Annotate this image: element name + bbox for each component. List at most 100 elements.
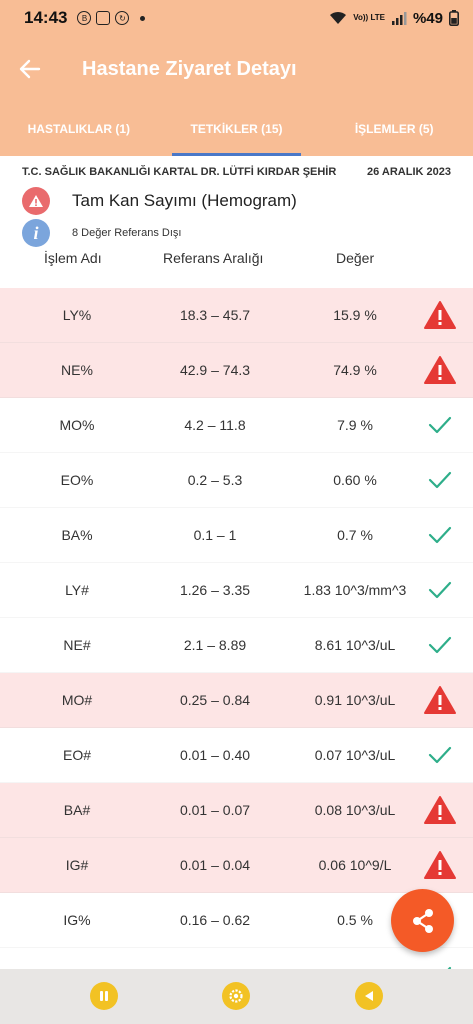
system-status: Vo)) LTE %49: [329, 10, 459, 27]
row-value: 7.9 %: [337, 417, 373, 433]
row-name: NE#: [63, 637, 91, 653]
row-value: 8.61 10^3/uL: [314, 637, 396, 653]
row-value: 74.9 %: [333, 362, 377, 378]
out-of-range-row: i 8 Değer Referans Dışı: [22, 219, 181, 247]
check-icon: [415, 508, 465, 562]
check-icon: [415, 728, 465, 782]
warning-triangle-icon: [415, 343, 465, 397]
row-name: BA%: [61, 527, 93, 543]
arrow-left-icon: [19, 59, 41, 79]
warning-circle-icon: [22, 187, 50, 215]
test-title-row: Tam Kan Sayımı (Hemogram): [22, 187, 297, 215]
table-row[interactable]: LY% 18.3 – 45.7 15.9 %: [0, 288, 473, 343]
row-name: IG%: [63, 912, 91, 928]
tab-bar: HASTALIKLAR (1) TETKİKLER (15) İŞLEMLER …: [0, 102, 473, 156]
row-reference: 18.3 – 45.7: [179, 307, 251, 323]
tab-islemler[interactable]: İŞLEMLER (5): [354, 122, 434, 136]
row-value: 0.5 %: [337, 912, 373, 928]
wifi-icon: [330, 11, 347, 24]
table-header: İşlem Adı Referans Aralığı Değer: [0, 250, 473, 270]
row-value: 1.83 10^3/mm^3: [303, 582, 407, 598]
pause-icon: [100, 991, 108, 1001]
check-icon: [415, 398, 465, 452]
table-row[interactable]: EO# 0.01 – 0.40 0.07 10^3/uL: [0, 728, 473, 783]
row-name: EO#: [62, 747, 91, 763]
tab-hastaliklar[interactable]: HASTALIKLAR (1): [27, 122, 131, 136]
visit-date: 26 ARALIK 2023: [367, 166, 451, 178]
table-row[interactable]: BA% 0.1 – 1 0.7 %: [0, 508, 473, 563]
table-row[interactable]: NE# 2.1 – 8.89 8.61 10^3/uL: [0, 618, 473, 673]
battery-icon: [449, 10, 459, 26]
table-row[interactable]: IG# 0.01 – 0.04 0.06 10^9/L: [0, 838, 473, 893]
gallery-notification-icon: [96, 11, 111, 25]
row-name: MO#: [61, 692, 93, 708]
row-value: 15.9 %: [333, 307, 377, 323]
table-row[interactable]: LY# 1.26 – 3.35 1.83 10^3/mm^3: [0, 563, 473, 618]
row-name: EO%: [60, 472, 94, 488]
row-reference: 0.16 – 0.62: [179, 912, 251, 928]
warning-triangle-icon: [415, 288, 465, 342]
row-value: 0.91 10^3/uL: [314, 692, 396, 708]
check-icon: [415, 563, 465, 617]
pause-button[interactable]: [90, 982, 118, 1010]
row-value: 0.60 %: [333, 472, 377, 488]
page-title: Hastane Ziyaret Detayı: [82, 57, 297, 80]
tab-tetkikler[interactable]: TETKİKLER (15): [158, 102, 316, 156]
status-bar: 14:43 B ↻ Vo)) LTE %49: [0, 0, 473, 36]
check-icon: [415, 618, 465, 672]
visit-info: T.C. SAĞLIK BAKANLIĞI KARTAL DR. LÜTFİ K…: [22, 166, 451, 178]
more-notifications-dot-icon: [140, 15, 146, 21]
app-bar: Hastane Ziyaret Detayı: [0, 36, 473, 102]
hospital-name: T.C. SAĞLIK BAKANLIĞI KARTAL DR. LÜTFİ K…: [22, 166, 337, 178]
row-reference: 0.1 – 1: [193, 527, 237, 543]
share-button[interactable]: [391, 889, 454, 952]
row-reference: 42.9 – 74.3: [179, 362, 251, 378]
header-reference: Referans Aralığı: [163, 250, 264, 266]
row-name: LY%: [62, 307, 92, 323]
row-name: BA#: [63, 802, 91, 818]
row-reference: 0.25 – 0.84: [179, 692, 251, 708]
volte-label: Vo)) LTE: [353, 13, 385, 22]
row-reference: 0.2 – 5.3: [187, 472, 243, 488]
bottom-nav: [0, 969, 473, 1024]
row-value: 0.7 %: [337, 527, 373, 543]
share-icon: [412, 908, 433, 933]
warning-triangle-icon: [415, 673, 465, 727]
row-reference: 0.01 – 0.40: [179, 747, 251, 763]
row-name: NE%: [61, 362, 93, 378]
row-value: 0.07 10^3/uL: [314, 747, 396, 763]
nav-back-button[interactable]: [355, 982, 383, 1010]
row-name: LY#: [65, 582, 89, 598]
header-name: İşlem Adı: [44, 250, 102, 266]
info-circle-icon: i: [22, 219, 50, 247]
settings-button[interactable]: [222, 982, 250, 1010]
table-row[interactable]: EO% 0.2 – 5.3 0.60 %: [0, 453, 473, 508]
table-row[interactable]: BA# 0.01 – 0.07 0.08 10^3/uL: [0, 783, 473, 838]
battery-percent: %49: [412, 9, 443, 27]
table-row[interactable]: MO# 0.25 – 0.84 0.91 10^3/uL: [0, 673, 473, 728]
warning-triangle-icon: [415, 838, 465, 892]
test-name: Tam Kan Sayımı (Hemogram): [72, 191, 297, 210]
signal-icon: [391, 12, 407, 25]
back-triangle-icon: [365, 991, 373, 1001]
row-reference: 1.26 – 3.35: [179, 582, 251, 598]
row-reference: 2.1 – 8.89: [183, 637, 247, 653]
back-button[interactable]: [0, 36, 60, 102]
row-reference: 4.2 – 11.8: [184, 417, 246, 433]
warning-triangle-icon: [415, 783, 465, 837]
row-value: 0.08 10^3/uL: [314, 802, 396, 818]
table-row[interactable]: MO% 4.2 – 11.8 7.9 %: [0, 398, 473, 453]
out-of-range-count: 8 Değer Referans Dışı: [72, 227, 182, 239]
row-reference: 0.01 – 0.04: [179, 857, 251, 873]
notification-b-icon: B: [77, 11, 92, 25]
check-icon: [415, 453, 465, 507]
row-reference: 0.01 – 0.07: [179, 802, 251, 818]
header-value: Değer: [336, 250, 375, 266]
gear-icon: [229, 989, 243, 1003]
table-row[interactable]: NE% 42.9 – 74.3 74.9 %: [0, 343, 473, 398]
row-name: IG#: [65, 857, 89, 873]
row-value: 0.06 10^9/L: [318, 857, 392, 873]
row-name: MO%: [59, 417, 95, 433]
sync-notification-icon: ↻: [115, 11, 130, 25]
status-time: 14:43: [24, 8, 68, 27]
